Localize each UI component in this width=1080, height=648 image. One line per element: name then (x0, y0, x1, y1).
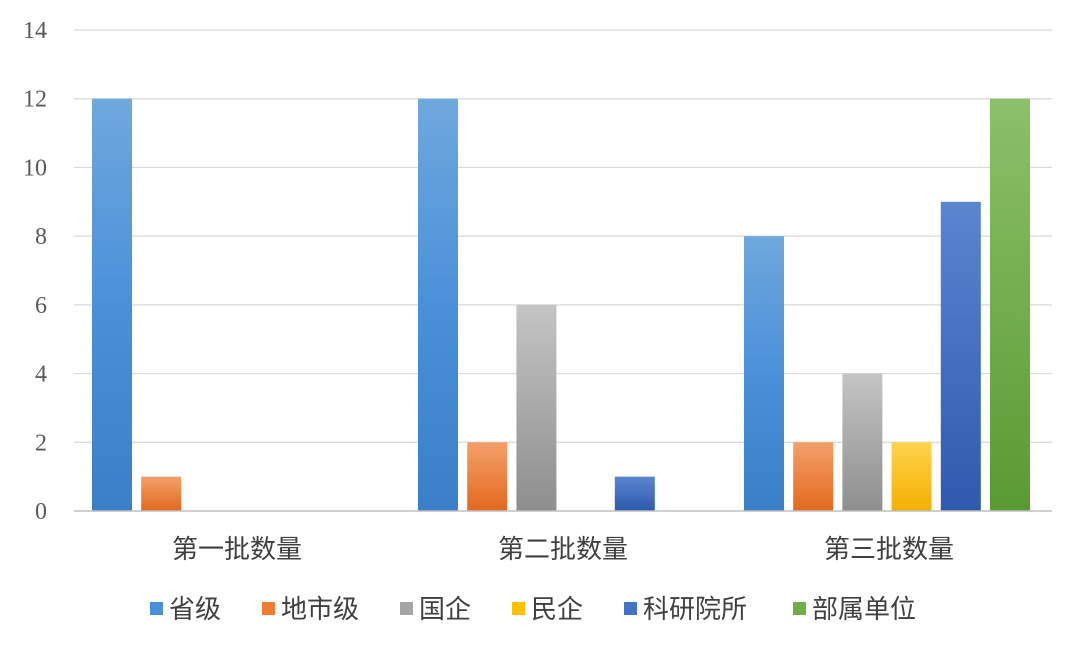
y-tick-label: 10 (23, 155, 47, 181)
bar-科研院所-第二批数量 (614, 476, 655, 511)
y-tick-label: 6 (35, 293, 47, 319)
bar-科研院所-第三批数量 (940, 201, 981, 512)
bar-地市级-第二批数量 (467, 442, 508, 511)
legend-label: 地市级 (281, 595, 359, 625)
bar-地市级-第一批数量 (141, 476, 182, 511)
bar-民企-第三批数量 (891, 442, 932, 511)
legend-swatch (793, 602, 806, 615)
bar-省级-第二批数量 (418, 98, 458, 511)
bar-国企-第三批数量 (842, 373, 883, 511)
bars (92, 98, 1030, 512)
x-category-label: 第一批数量 (172, 535, 302, 565)
x-category-label: 第二批数量 (498, 535, 628, 565)
y-tick-label: 2 (35, 430, 47, 456)
bar-地市级-第三批数量 (793, 442, 834, 511)
legend-swatch (150, 602, 163, 615)
legend-label: 省级 (169, 595, 221, 625)
legend-label: 民企 (531, 595, 583, 625)
legend-label: 部属单位 (812, 595, 916, 625)
legend: 省级 地市级 国企 民企 科研院所 部属单位 (150, 595, 916, 625)
y-tick-label: 12 (23, 87, 47, 113)
y-tick-label: 14 (23, 18, 47, 44)
gridlines (74, 29, 1052, 443)
legend-label: 国企 (419, 595, 471, 625)
y-tick-label: 4 (35, 362, 47, 388)
bar-国企-第二批数量 (516, 304, 557, 511)
y-tick-label: 0 (35, 499, 47, 525)
legend-swatch (624, 602, 637, 615)
x-category-label: 第三批数量 (824, 535, 954, 565)
legend-swatch (262, 602, 275, 615)
legend-label: 科研院所 (643, 595, 747, 625)
legend-swatch (512, 602, 525, 615)
y-tick-label: 8 (35, 224, 47, 250)
bar-部属单位-第三批数量 (990, 98, 1030, 511)
legend-swatch (400, 602, 413, 615)
bar-省级-第三批数量 (744, 236, 784, 511)
bar-省级-第一批数量 (92, 98, 132, 511)
x-axis-categories: 第一批数量 第二批数量 第三批数量 (172, 535, 954, 565)
y-axis-ticks: 0 2 4 6 8 10 12 14 (23, 18, 47, 525)
